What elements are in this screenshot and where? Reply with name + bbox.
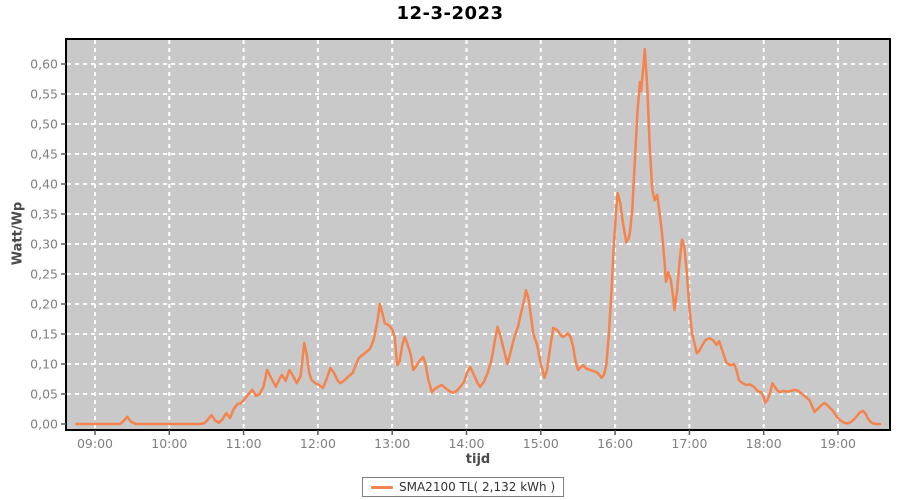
x-tick-label: 10:00 (151, 436, 187, 451)
y-tick-label: 0,55 (30, 87, 58, 102)
y-tick-label: 0,60 (30, 57, 58, 72)
y-tick-label: 0,00 (30, 417, 58, 432)
plot-border (65, 38, 891, 431)
y-tick-label: 0,30 (30, 237, 58, 252)
y-tick-label: 0,25 (30, 267, 58, 282)
legend: SMA2100 TL( 2,132 kWh ) (362, 477, 565, 497)
x-tick-label: 15:00 (523, 436, 559, 451)
y-tick-label: 0,50 (30, 117, 58, 132)
y-tick-label: 0,45 (30, 147, 58, 162)
legend-label: SMA2100 TL( 2,132 kWh ) (399, 480, 556, 494)
x-tick-label: 14:00 (448, 436, 484, 451)
y-tick-label: 0,20 (30, 297, 58, 312)
x-tick-label: 18:00 (746, 436, 782, 451)
x-axis-title: tijd (465, 452, 491, 467)
x-tick-label: 16:00 (597, 436, 633, 451)
x-tick-label: 13:00 (374, 436, 410, 451)
x-tick-label: 12:00 (300, 436, 336, 451)
y-tick-label: 0,05 (30, 387, 58, 402)
series-line (75, 47, 882, 426)
x-tick-label: 09:00 (77, 436, 113, 451)
x-tick-label: 17:00 (671, 436, 707, 451)
legend-line-swatch-icon (371, 485, 393, 489)
y-axis-title: Watt/Wp (10, 201, 26, 266)
y-tick-label: 0,35 (30, 207, 58, 222)
x-tick-label: 19:00 (820, 436, 856, 451)
chart-title: 12-3-2023 (396, 3, 504, 24)
y-tick-label: 0,40 (30, 177, 58, 192)
x-tick-label: 11:00 (226, 436, 262, 451)
plot-background (66, 39, 890, 430)
y-tick-label: 0,10 (30, 357, 58, 372)
y-tick-label: 0,15 (30, 327, 58, 342)
